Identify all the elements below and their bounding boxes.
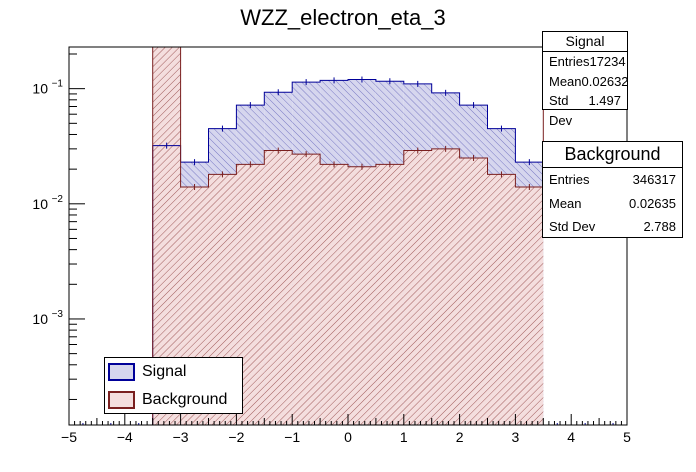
stats-box-signal: Signal Entries 17234 Mean 0.02632 Std De…: [542, 31, 629, 128]
y-tick-label-exponent: −1: [52, 79, 64, 90]
histogram-bar-background: [375, 164, 404, 425]
histogram-bar-background: [403, 150, 432, 425]
stats-value: 0.02632: [581, 73, 629, 89]
legend-label: Signal: [142, 363, 187, 380]
x-tick-label: 0: [344, 429, 352, 445]
y-tick-label: 10: [32, 81, 48, 97]
stats-title-signal: Signal: [543, 32, 627, 52]
x-tick-label: 1: [400, 429, 408, 445]
stats-title-background: Background: [543, 142, 682, 168]
stats-value: 17234: [589, 54, 626, 69]
x-tick-label: −5: [61, 429, 77, 445]
stats-row-std-dev: Std Dev 2.788: [543, 215, 682, 239]
histogram-bar-background: [292, 154, 321, 425]
stats-label: Std Dev: [549, 93, 573, 128]
histogram-bar-background: [264, 150, 293, 425]
legend-entry-signal: Signal: [105, 358, 242, 386]
stats-row-entries: Entries 346317: [543, 168, 682, 192]
legend-swatch-background: [108, 391, 135, 409]
stats-value: 346317: [632, 172, 676, 187]
histogram-outline-background: [152, 47, 544, 425]
histogram-outline-signal: [152, 79, 544, 425]
x-tick-label: −3: [173, 429, 189, 445]
legend-label: Background: [142, 391, 228, 408]
axes: −5 −4 −3 −2 −1 0 1 2 3 4 5 10 −3 10 −2 10 −1: [32, 53, 631, 445]
legend-entry-background: Background: [105, 386, 242, 414]
x-tick-label: −4: [117, 429, 133, 445]
histogram-bar-background: [459, 157, 488, 425]
histogram-bar-background: [348, 166, 376, 425]
x-tick-label: −1: [284, 429, 300, 445]
stats-value: 2.788: [643, 219, 676, 234]
plot-area: [82, 47, 614, 425]
histogram-bar-background: [320, 164, 348, 425]
stats-label: Mean: [549, 195, 582, 211]
stats-row-mean: Mean 0.02635: [543, 192, 682, 216]
stats-label: Entries: [549, 172, 590, 187]
stats-row-mean: Mean 0.02632: [543, 72, 629, 92]
y-tick-label: 10: [32, 196, 48, 212]
stats-row-entries: Entries 17234: [543, 52, 627, 72]
histogram-bar-background: [515, 186, 544, 425]
stats-box-background: Background Entries 346317 Mean 0.02635 S…: [542, 141, 683, 238]
x-tick-label: 4: [567, 429, 575, 445]
chart-title: WZZ_electron_eta_3: [240, 5, 445, 30]
x-tick-label: −2: [228, 429, 244, 445]
y-tick-label-exponent: −2: [52, 194, 64, 205]
stats-label: Entries: [549, 54, 590, 69]
y-tick-label-exponent: −3: [52, 309, 64, 320]
histogram-bar-background: [431, 148, 460, 425]
stats-label: Std Dev: [549, 219, 596, 234]
stats-label: Mean: [549, 73, 582, 89]
stats-value: 1.497: [588, 93, 621, 108]
histogram-bar-background: [487, 174, 516, 425]
legend: Signal Background: [104, 357, 243, 414]
y-tick-label: 10: [32, 311, 48, 327]
x-tick-label: 2: [456, 429, 464, 445]
legend-swatch-signal: [108, 363, 135, 381]
x-tick-label: 5: [623, 429, 631, 445]
x-tick-label: 3: [512, 429, 520, 445]
stats-row-std-dev: Std Dev 1.497: [543, 91, 627, 128]
stats-value: 0.02635: [629, 195, 676, 211]
